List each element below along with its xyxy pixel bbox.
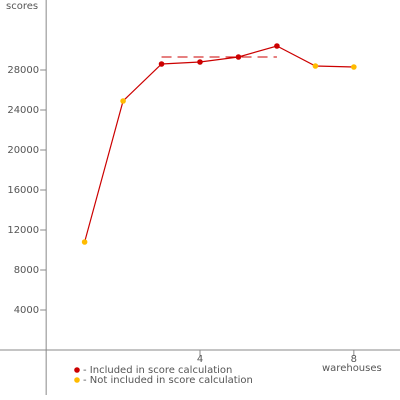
data-line — [84, 45, 354, 243]
x-tick-label: 4 — [197, 354, 203, 365]
y-tick-label: 16000 — [7, 185, 39, 196]
data-point — [351, 64, 357, 70]
data-point — [81, 239, 88, 245]
data-point — [274, 43, 280, 49]
y-tick-label: 28000 — [7, 65, 39, 76]
y-tick-label: 24000 — [7, 105, 39, 116]
y-tick-label: 4000 — [14, 305, 39, 316]
legend-marker — [74, 377, 80, 383]
y-tick-label: 8000 — [14, 265, 39, 276]
x-tick-label: 8 — [351, 354, 357, 365]
legend-label: - Not included in score calculation — [83, 375, 253, 386]
legend-label: - Included in score calculation — [83, 365, 232, 376]
data-point — [158, 61, 165, 67]
data-point — [120, 98, 126, 104]
data-point — [235, 54, 242, 60]
data-point — [197, 59, 203, 65]
data-point — [312, 63, 319, 69]
y-tick-label: 12000 — [7, 225, 39, 236]
y-axis-label: scores — [6, 1, 38, 12]
y-tick-label: 20000 — [7, 145, 39, 156]
x-axis-label: warehouses — [322, 363, 382, 374]
legend-marker — [74, 367, 80, 373]
